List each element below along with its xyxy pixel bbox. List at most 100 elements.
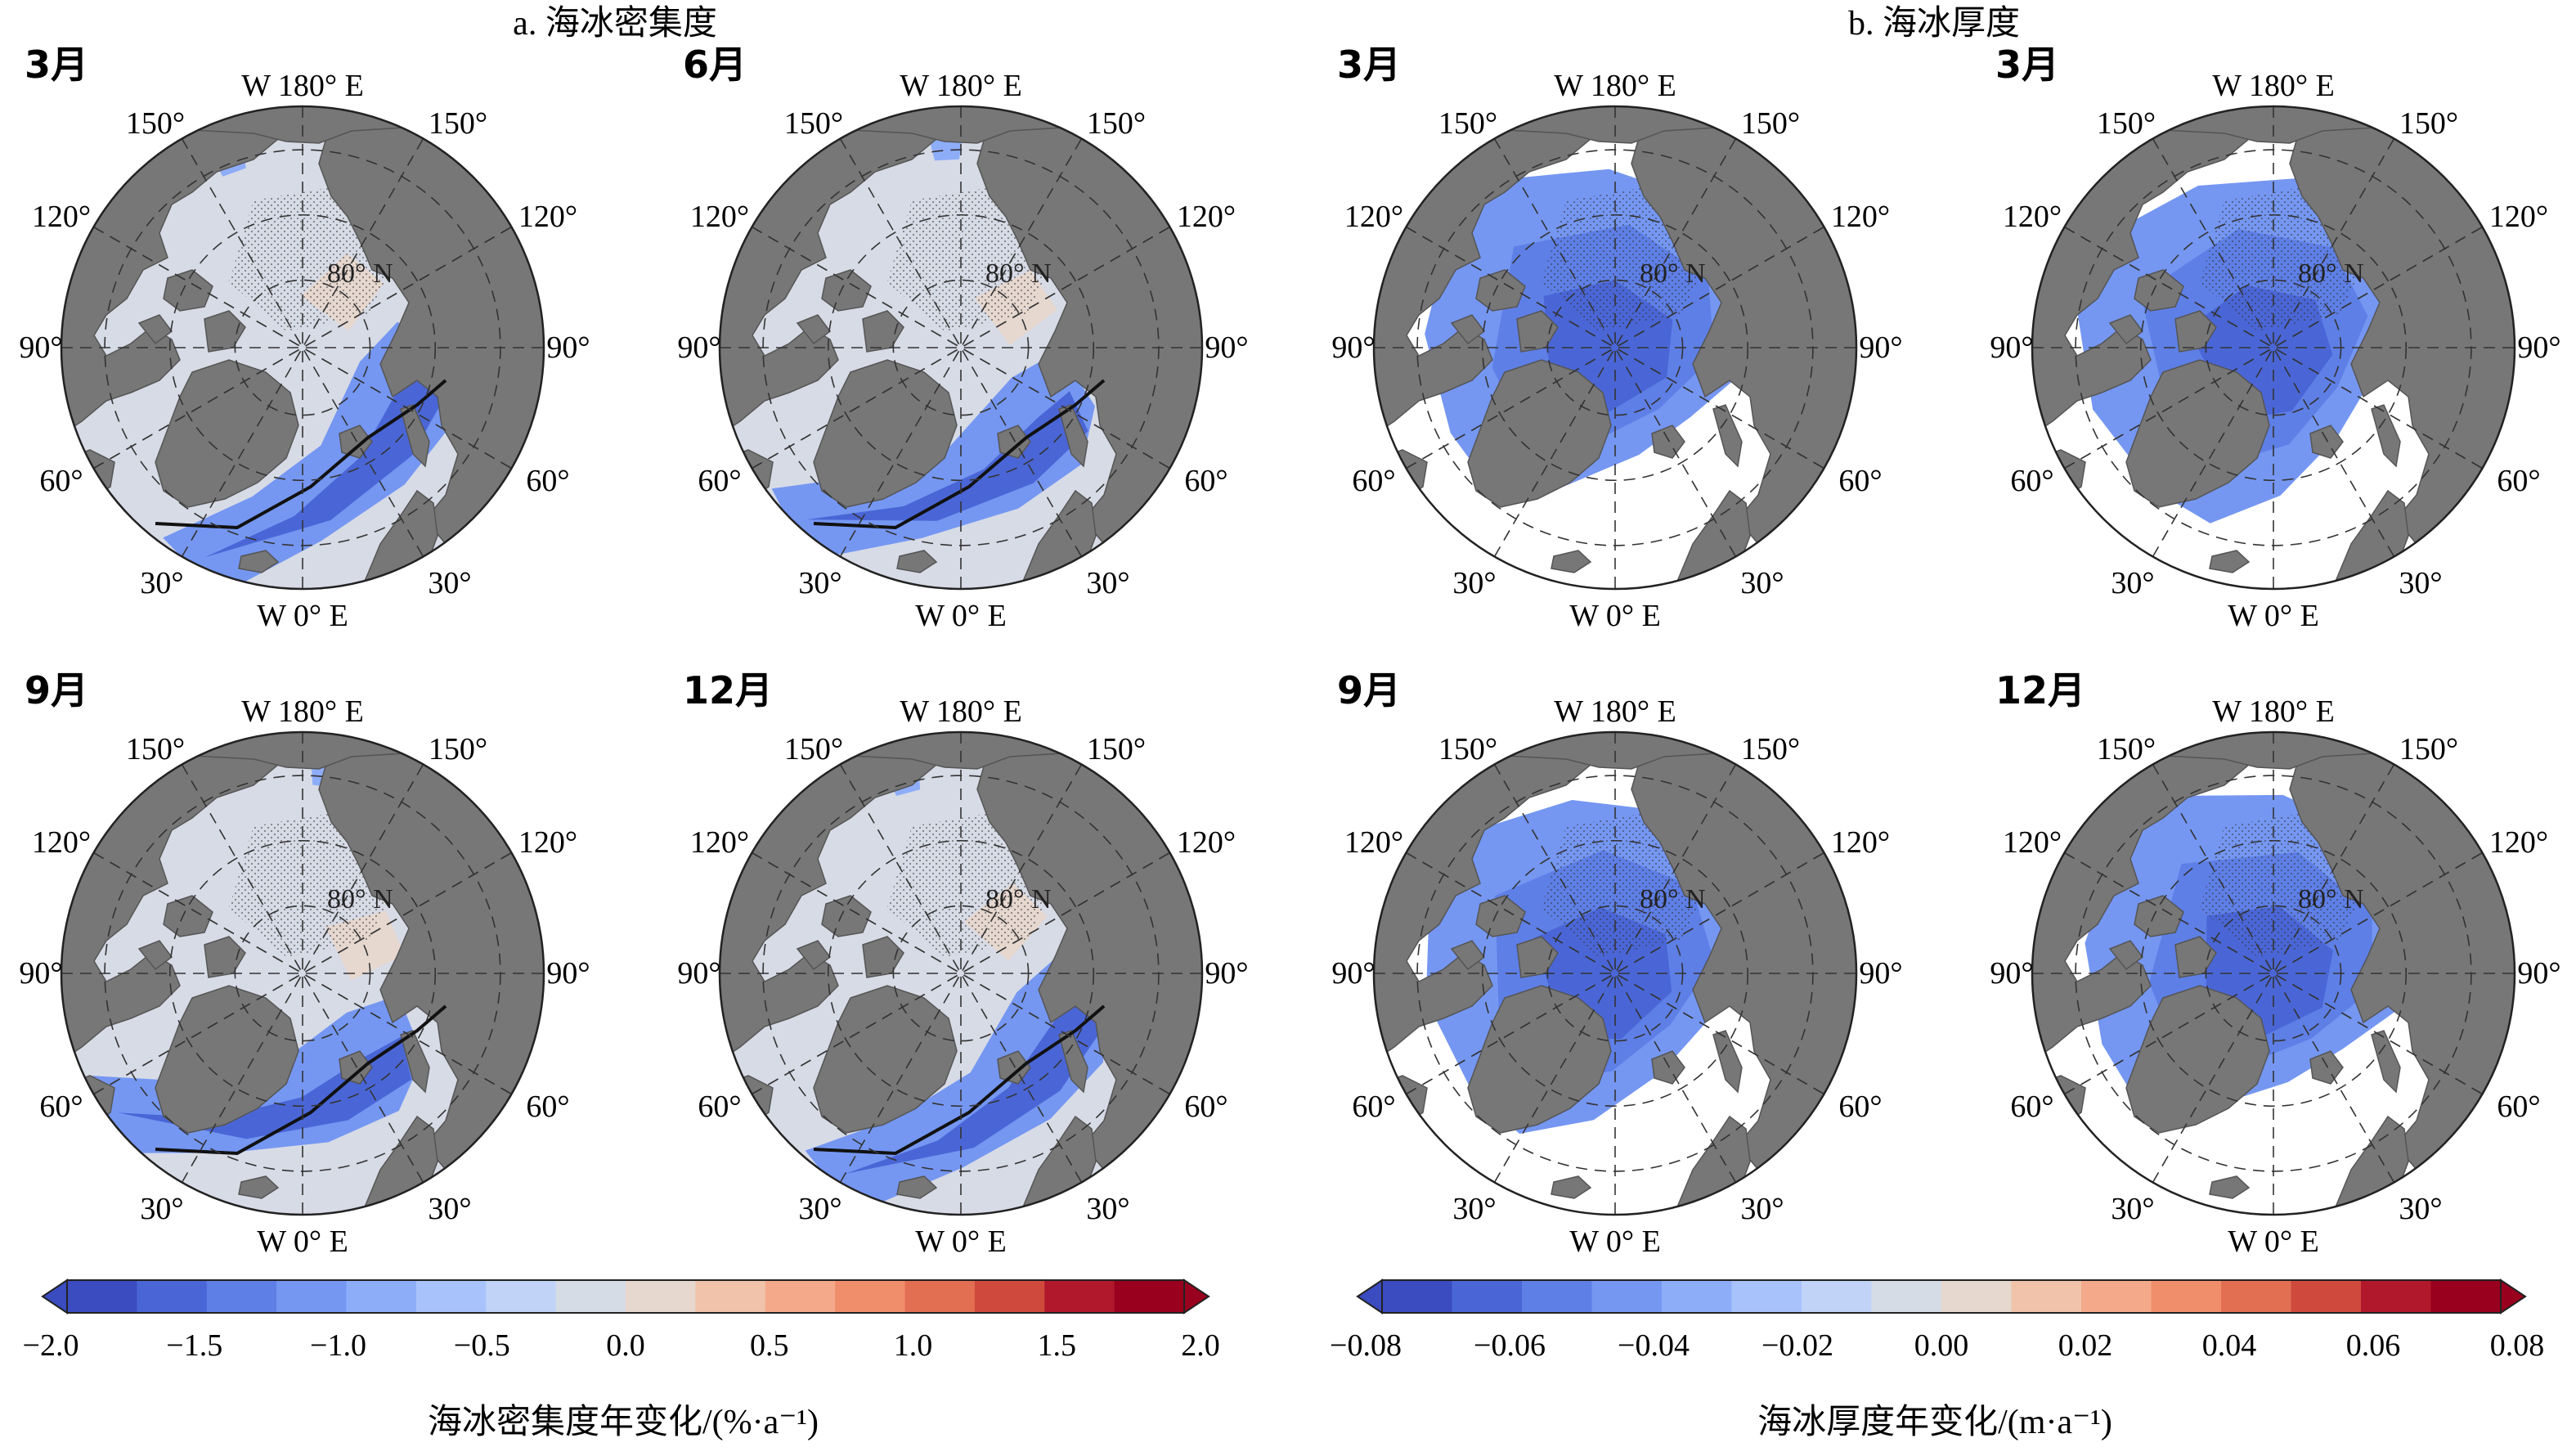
meridian-line: [93, 226, 512, 470]
lon-label-150w: 150°: [126, 106, 185, 141]
colorbar-cell: [1941, 1280, 2012, 1313]
meridian-line: [752, 226, 1170, 470]
colorbar-cell: [1662, 1280, 1732, 1313]
colorbar-tick-label: −2.0: [23, 1328, 79, 1363]
lat-label: 80° N: [327, 258, 393, 289]
colorbar-tick-label: 0.00: [1914, 1328, 1969, 1363]
lon-label-60w: 60°: [698, 464, 741, 498]
colorbar-cell: [1522, 1280, 1592, 1313]
colorbar-extend-high: [2500, 1278, 2527, 1314]
map-frame: [1372, 105, 1858, 591]
thickness-group-title: b. 海冰厚度: [1848, 5, 2020, 43]
colorbar-tick-label: 1.5: [1038, 1328, 1077, 1363]
meridian-line: [93, 226, 512, 470]
meridian-line: [1406, 226, 1824, 470]
colorbar-cell: [346, 1280, 417, 1313]
lon-label-30w: 30°: [1452, 1192, 1496, 1226]
lon-label-150e: 150°: [429, 732, 487, 766]
lon-label-150e: 150°: [1087, 106, 1146, 141]
lon-label-120e: 120°: [518, 825, 577, 860]
lon-label-120w: 120°: [32, 200, 91, 234]
panel-month-label: 12月: [683, 668, 773, 712]
colorbar-cell: [835, 1280, 905, 1313]
lon-label-30w: 30°: [798, 566, 841, 600]
lon-label-90e: 90°: [2517, 330, 2560, 365]
colorbar-cell: [2221, 1280, 2291, 1313]
colorbar-tick-label: 1.0: [894, 1328, 933, 1363]
colorbar-cell: [2151, 1280, 2222, 1313]
lon-label-90e: 90°: [1205, 956, 1248, 991]
lon-label-90w: 90°: [19, 330, 62, 365]
map-frame: [60, 730, 545, 1216]
lon-label-90e: 90°: [546, 956, 590, 991]
meridian-line: [2152, 764, 2395, 1183]
trend-area: [845, 993, 1103, 1174]
map-panel-3: 3月 W 180° E W 0° E 80° N 150° 150° 120° 120° 90°…: [1990, 43, 2560, 633]
lon-label-60w: 60°: [1352, 464, 1395, 498]
colorbar-cell: [276, 1280, 347, 1313]
lon-label-60e: 60°: [1184, 1090, 1227, 1124]
meridian-line: [1406, 852, 1824, 1095]
meridian-line: [2064, 852, 2483, 1095]
latitude-circle: [168, 213, 437, 482]
lon-label-150w: 150°: [784, 732, 843, 766]
colorbar-tick-label: 0.0: [606, 1328, 645, 1363]
lon-label-30w: 30°: [2111, 566, 2154, 600]
lon-label-90w: 90°: [1990, 956, 2033, 991]
colorbar-tick-label: 0.08: [2490, 1328, 2545, 1363]
map-panel-0: 3月 W 180° E W 0° E 80° N 150° 150° 120° 120° 90°…: [19, 43, 590, 633]
lon-label-120e: 120°: [1831, 200, 1890, 234]
lon-label-90w: 90°: [1331, 330, 1375, 365]
colorbar-tick-label: 0.02: [2058, 1328, 2113, 1363]
lon-label-60w: 60°: [2010, 1090, 2053, 1124]
map-frame: [1372, 730, 1858, 1216]
meridian-line: [1406, 852, 1824, 1095]
colorbar-cell: [2361, 1280, 2431, 1313]
map-panel-5: 12月 W 180° E W 0° E 80° N 150° 150° 120° 120° 90…: [677, 668, 1248, 1259]
ice-edge-line: [155, 1004, 447, 1156]
trend-area: [118, 1036, 412, 1139]
panel-month-label: 3月: [25, 43, 88, 87]
lon-label-120e: 120°: [1831, 825, 1890, 860]
lon-label-60w: 60°: [1352, 1090, 1395, 1124]
latitude-circle: [2139, 213, 2408, 482]
lon-label-30w: 30°: [2111, 1192, 2154, 1226]
lon-label-120w: 120°: [1344, 825, 1403, 860]
meridian-line: [181, 138, 424, 557]
lon-label-60e: 60°: [526, 1090, 569, 1124]
trend-area: [805, 955, 1105, 1214]
lon-label-bottom: W 0° E: [1569, 1225, 1661, 1259]
lon-label-150e: 150°: [1087, 732, 1146, 766]
lon-label-bottom: W 0° E: [257, 599, 348, 633]
lon-label-30e: 30°: [1086, 1192, 1129, 1226]
colorbar-cell: [415, 1280, 487, 1313]
map-frame: [718, 730, 1204, 1216]
lon-label-90e: 90°: [2517, 956, 2560, 991]
meridian-line: [2064, 226, 2483, 470]
colorbar-cell: [1114, 1280, 1185, 1313]
meridian-line: [181, 764, 424, 1183]
panel-month-label: 3月: [1337, 43, 1401, 87]
concentration-group-title: a. 海冰密集度: [513, 4, 717, 43]
lon-label-30e: 30°: [2399, 566, 2442, 600]
meridian-line: [752, 226, 1170, 470]
lon-label-60e: 60°: [1184, 464, 1227, 498]
lon-label-30e: 30°: [1086, 566, 1129, 600]
meridian-line: [181, 764, 424, 1183]
ice-edge-line: [813, 1004, 1106, 1156]
map-frame: [2031, 105, 2516, 591]
lat-label: 80° N: [985, 258, 1052, 289]
meridian-line: [2152, 138, 2395, 557]
lon-label-90e: 90°: [1859, 956, 1902, 991]
lon-label-bottom: W 0° E: [1569, 599, 1661, 633]
colorbar-cell: [626, 1280, 696, 1313]
meridian-line: [181, 138, 424, 557]
trend-area: [806, 391, 1088, 521]
lon-label-120e: 120°: [2489, 825, 2548, 860]
concentration-colorbar-label: 海冰密集度年变化/(%·a⁻¹): [428, 1403, 819, 1441]
ice-edge-line: [813, 379, 1106, 530]
lon-label-top: W 180° E: [1554, 69, 1676, 103]
lon-label-90w: 90°: [1990, 330, 2033, 365]
lon-label-90w: 90°: [677, 330, 720, 365]
